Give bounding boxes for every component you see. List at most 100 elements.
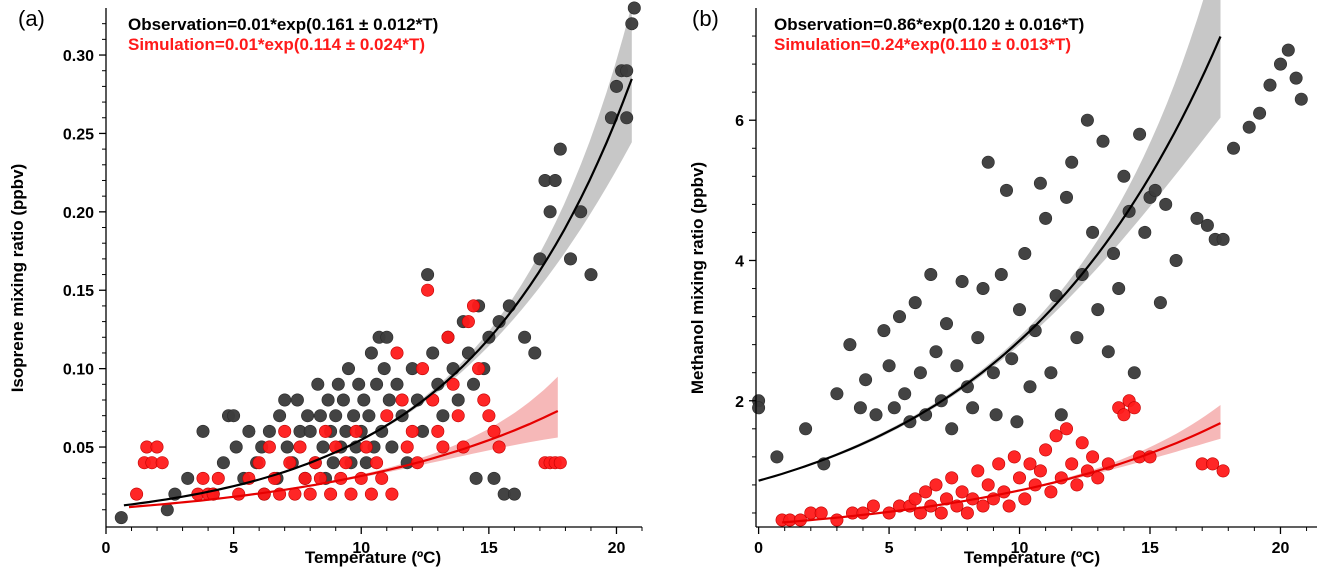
observation-point [1033, 176, 1047, 190]
y-tick-label: 0.25 [63, 126, 94, 143]
observation-point [1065, 155, 1079, 169]
observation-point [303, 424, 317, 438]
observation-point [451, 393, 465, 407]
simulation-point [1060, 422, 1074, 436]
simulation-point [1002, 499, 1016, 513]
panel-b-confidence-bands [758, 0, 1221, 523]
observation-confidence-band [758, 0, 1221, 481]
observation-point [887, 401, 901, 415]
observation-point [273, 409, 287, 423]
y-tick-label: 0.15 [63, 283, 94, 300]
x-tick-label: 10 [352, 540, 370, 557]
observation-point [362, 409, 376, 423]
y-tick-label: 0.05 [63, 440, 94, 457]
simulation-point [349, 424, 363, 438]
observation-point [994, 267, 1008, 281]
y-tick-label: 0.10 [63, 362, 94, 379]
simulation-point [472, 362, 486, 376]
observation-point [1127, 366, 1141, 380]
observation-point [331, 377, 345, 391]
simulation-point [318, 424, 332, 438]
panel-b-equation-simulation: Simulation=0.24*exp(0.110 ± 0.013*T) [774, 35, 1071, 54]
simulation-point [375, 471, 389, 485]
observation-point [469, 471, 483, 485]
panel-b-label: (b) [692, 6, 719, 31]
simulation-point [390, 346, 404, 360]
observation-point [181, 471, 195, 485]
simulation-point [477, 393, 491, 407]
observation-point [966, 401, 980, 415]
observation-point [357, 393, 371, 407]
observation-point [290, 393, 304, 407]
observation-point [364, 346, 378, 360]
panel-a-y-label: Isoprene mixing ratio (ppbv) [8, 164, 27, 393]
simulation-point [553, 456, 567, 470]
simulation-point [976, 499, 990, 513]
simulation-point [380, 409, 394, 423]
observation-point [1070, 331, 1084, 345]
observation-point [1169, 254, 1183, 268]
simulation-point [405, 424, 419, 438]
y-tick-label: 4 [735, 253, 744, 270]
observation-point [1112, 281, 1126, 295]
observation-point [620, 64, 634, 78]
observation-point [908, 296, 922, 310]
observation-point [1080, 113, 1094, 127]
observation-point [1159, 197, 1173, 211]
simulation-point [400, 440, 414, 454]
observation-point [1242, 120, 1256, 134]
observation-point [114, 511, 128, 525]
observation-point [280, 440, 294, 454]
simulation-point [130, 487, 144, 501]
simulation-point [262, 440, 276, 454]
observation-point [1054, 408, 1068, 422]
simulation-point [482, 409, 496, 423]
simulation-point [1044, 485, 1058, 499]
simulation-point [939, 492, 953, 506]
observation-point [1216, 232, 1230, 246]
simulation-point [1206, 457, 1220, 471]
observation-point [989, 408, 1003, 422]
observation-point [446, 362, 460, 376]
simulation-point [252, 456, 266, 470]
observation-point [929, 345, 943, 359]
observation-point [1117, 169, 1131, 183]
observation-point [382, 393, 396, 407]
observation-point [1133, 127, 1147, 141]
simulation-point [955, 485, 969, 499]
simulation-point [1127, 401, 1141, 415]
observation-point [1274, 57, 1288, 71]
observation-point [1263, 78, 1277, 92]
observation-point [553, 142, 567, 156]
simulation-point [339, 456, 353, 470]
panel-a-label: (a) [18, 6, 45, 31]
observation-point [321, 393, 335, 407]
simulation-point [919, 485, 933, 499]
panel-a-points [114, 1, 641, 525]
observation-point [976, 281, 990, 295]
observation-point [853, 401, 867, 415]
simulation-point [830, 513, 844, 527]
simulation-point [1075, 436, 1089, 450]
x-tick-label: 15 [1141, 540, 1159, 557]
observation-fit-line [123, 78, 633, 507]
observation-point [1281, 43, 1295, 57]
simulation-point [960, 506, 974, 520]
simulation-point [155, 456, 169, 470]
observation-point [1107, 247, 1121, 261]
simulation-point [370, 456, 384, 470]
observation-point [1091, 303, 1105, 317]
observation-point [1227, 141, 1241, 155]
observation-fit-line [758, 36, 1222, 482]
observation-point [1086, 225, 1100, 239]
observation-point [436, 409, 450, 423]
observation-point [1190, 211, 1204, 225]
simulation-point [415, 362, 429, 376]
panel-a-fit-lines [123, 78, 633, 509]
panel-a: (a) 0 5 10 15 20 0.05 0.10 0.15 0.20 0.25 0.30 Obs… [8, 1, 643, 567]
observation-point [311, 377, 325, 391]
observation-point [313, 409, 327, 423]
simulation-point [945, 471, 959, 485]
observation-point [843, 338, 857, 352]
observation-point [326, 456, 340, 470]
